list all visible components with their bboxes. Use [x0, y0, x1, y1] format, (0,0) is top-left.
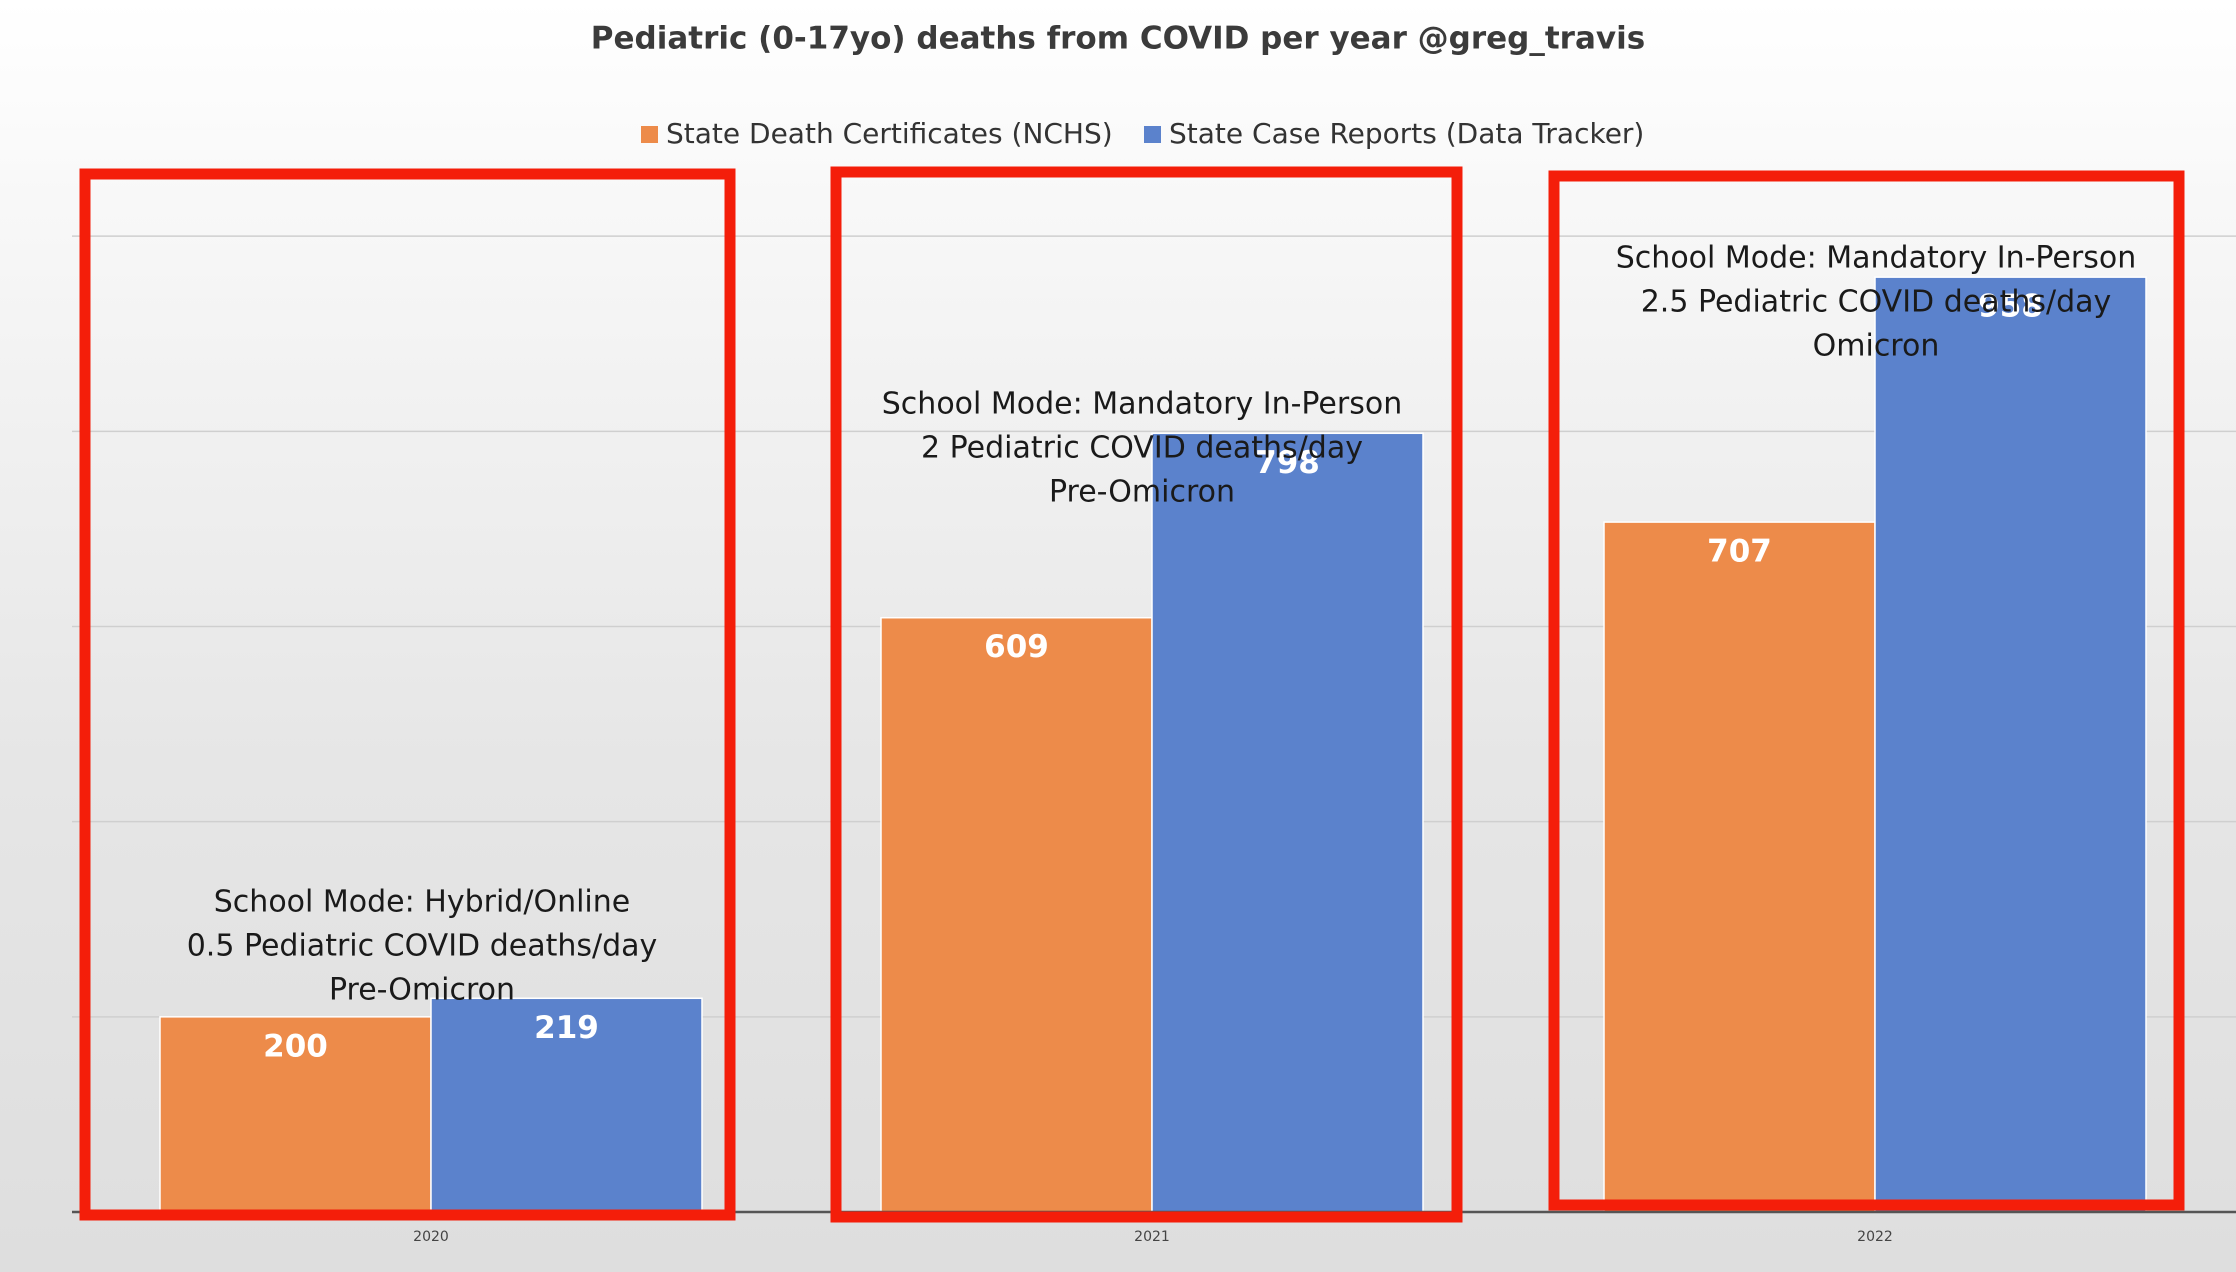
annotation-2020-line-3: Pre-Omicron — [329, 973, 515, 1008]
legend: State Death Certificates (NCHS) State Cas… — [641, 117, 1644, 150]
highlight-boxes — [79, 166, 2185, 1223]
x-tick-label-2022: 2022 — [1857, 1229, 1893, 1245]
annotation-2020-line-2: 0.5 Pediatric COVID deaths/day — [187, 929, 658, 964]
annotations: School Mode: Hybrid/Online 0.5 Pediatric … — [187, 241, 2137, 1008]
legend-label-nchs: State Death Certificates (NCHS) — [666, 117, 1113, 150]
annotation-2022-line-3: Omicron — [1813, 329, 1940, 364]
legend-label-tracker: State Case Reports (Data Tracker) — [1169, 117, 1644, 150]
bar-case-reports-2021 — [1151, 432, 1424, 1213]
data-label-2020-nchs: 200 — [263, 1028, 328, 1064]
bars — [159, 276, 2147, 1213]
annotation-2021-line-1: School Mode: Mandatory In-Person — [882, 387, 1402, 422]
bar-death-certificates-2021 — [880, 616, 1153, 1213]
legend-swatch-nchs — [641, 126, 658, 143]
data-label-2021-tracker: 798 — [1255, 445, 1320, 481]
chart-title: Pediatric (0-17yo) deaths from COVID per… — [591, 21, 1645, 57]
data-label-2020-tracker: 219 — [534, 1010, 599, 1046]
bar-case-reports-2020 — [430, 997, 703, 1213]
annotation-2022-line-2: 2.5 Pediatric COVID deaths/day — [1641, 285, 2112, 320]
data-label-2022-nchs: 707 — [1707, 534, 1772, 570]
annotation-2022-line-1: School Mode: Mandatory In-Person — [1616, 241, 2136, 276]
highlight-box-2021 — [830, 166, 1463, 1223]
legend-swatch-tracker — [1144, 126, 1161, 143]
x-tick-label-2020: 2020 — [413, 1229, 449, 1245]
x-tick-label-2021: 2021 — [1134, 1229, 1170, 1245]
data-label-2021-nchs: 609 — [984, 629, 1049, 665]
x-axis-ticks: 2020 2021 2022 — [413, 1229, 1893, 1245]
bar-case-reports-2022 — [1874, 276, 2147, 1213]
highlight-box-2022 — [1548, 170, 2185, 1211]
annotation-2020-line-1: School Mode: Hybrid/Online — [214, 885, 630, 920]
bar-death-certificates-2022 — [1603, 521, 1876, 1213]
data-label-2022-tracker: 958 — [1978, 289, 2043, 325]
annotation-2021-line-2: 2 Pediatric COVID deaths/day — [921, 431, 1363, 466]
data-labels: 200 219 609 798 707 958 — [263, 289, 2043, 1065]
highlight-box-2020 — [79, 168, 736, 1221]
bar-death-certificates-2020 — [159, 1016, 432, 1213]
annotation-2021-line-3: Pre-Omicron — [1049, 475, 1235, 510]
